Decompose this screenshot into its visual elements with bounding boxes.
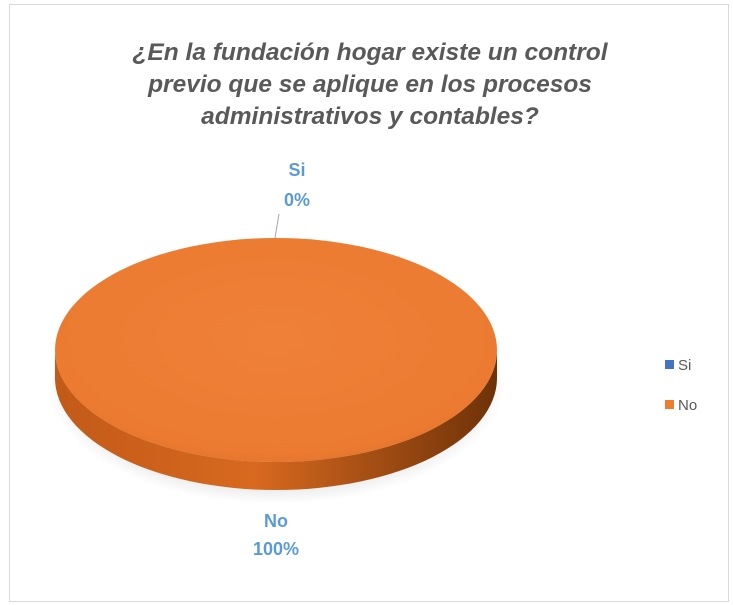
pie-slice-no-side (55, 350, 497, 490)
data-label-si-value: 0% (284, 190, 310, 210)
leader-line-si (274, 213, 280, 239)
legend-swatch-no (665, 400, 674, 409)
data-label-no-value: 100% (253, 539, 299, 559)
data-label-si-category: Si (288, 160, 305, 180)
pie-slice-no (55, 238, 497, 462)
legend-item-si: Si (665, 357, 691, 374)
legend-label-no: No (678, 397, 697, 414)
chart-title-line-2: previo que se aplique en los procesos (148, 71, 592, 98)
chart-title: ¿En la fundación hogar existe un control… (70, 37, 670, 133)
legend-swatch-si (665, 360, 674, 369)
legend-item-no: No (665, 397, 697, 414)
chart-title-line-1: ¿En la fundación hogar existe un control (132, 39, 608, 66)
legend-label-si: Si (678, 357, 691, 374)
chart-title-line-3: administrativos y contables? (201, 103, 539, 130)
data-label-no-category: No (264, 511, 288, 531)
